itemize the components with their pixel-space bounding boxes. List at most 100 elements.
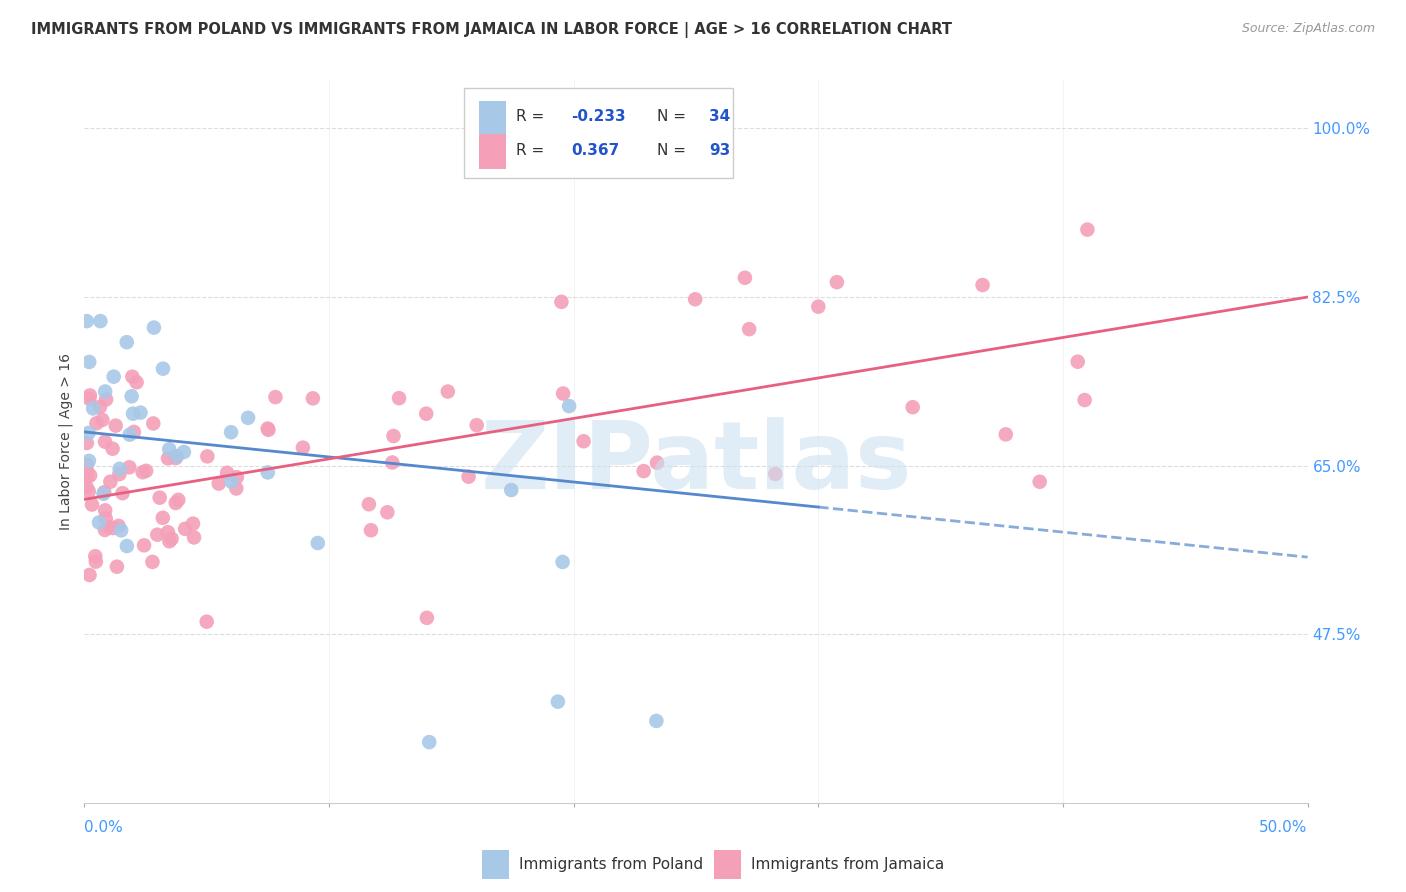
Point bbox=[108, 467, 131, 481]
Point bbox=[734, 270, 756, 285]
Point bbox=[121, 369, 143, 384]
Point bbox=[825, 275, 848, 289]
Point bbox=[80, 498, 103, 512]
Point bbox=[221, 475, 243, 489]
Text: 34: 34 bbox=[710, 109, 731, 124]
Point bbox=[633, 464, 655, 478]
Point bbox=[94, 392, 117, 407]
Point bbox=[165, 450, 187, 465]
Point bbox=[1067, 355, 1090, 369]
Point bbox=[100, 475, 122, 489]
Point bbox=[807, 300, 830, 314]
Point bbox=[93, 487, 115, 501]
Point bbox=[501, 483, 523, 497]
Point bbox=[76, 458, 98, 472]
Point bbox=[307, 536, 329, 550]
Point bbox=[135, 464, 157, 478]
Point bbox=[89, 400, 111, 414]
Point bbox=[79, 468, 101, 483]
Point bbox=[547, 695, 569, 709]
Text: 0.367: 0.367 bbox=[571, 143, 620, 158]
Point bbox=[121, 389, 143, 403]
Point bbox=[195, 615, 218, 629]
Point bbox=[972, 278, 994, 293]
Point bbox=[94, 523, 117, 537]
Point bbox=[165, 496, 187, 510]
Text: 93: 93 bbox=[710, 143, 731, 158]
Text: Immigrants from Jamaica: Immigrants from Jamaica bbox=[751, 856, 945, 871]
Point bbox=[388, 391, 411, 405]
Point bbox=[77, 425, 100, 440]
Point bbox=[132, 538, 155, 552]
FancyBboxPatch shape bbox=[714, 850, 741, 879]
Point bbox=[111, 486, 134, 500]
Point bbox=[219, 425, 242, 440]
Point bbox=[418, 735, 440, 749]
Point bbox=[1073, 392, 1095, 407]
Point bbox=[1076, 222, 1098, 236]
Point bbox=[457, 469, 479, 483]
Point bbox=[738, 322, 761, 336]
Point bbox=[558, 399, 581, 413]
Point bbox=[157, 442, 180, 457]
Point bbox=[381, 456, 404, 470]
Point bbox=[141, 555, 163, 569]
Point bbox=[94, 511, 117, 525]
Point bbox=[763, 467, 786, 481]
Point bbox=[302, 392, 325, 406]
Point bbox=[79, 388, 101, 402]
Point bbox=[181, 516, 204, 531]
Point bbox=[77, 355, 100, 369]
Point bbox=[156, 451, 179, 466]
Point bbox=[94, 384, 117, 399]
Point bbox=[91, 413, 114, 427]
Point bbox=[415, 407, 437, 421]
Point bbox=[79, 392, 101, 406]
Point bbox=[994, 427, 1017, 442]
Point bbox=[110, 524, 132, 538]
Point bbox=[382, 429, 405, 443]
Point bbox=[236, 410, 259, 425]
Point bbox=[76, 480, 98, 494]
Point bbox=[264, 390, 287, 404]
Point bbox=[291, 441, 314, 455]
Y-axis label: In Labor Force | Age > 16: In Labor Force | Age > 16 bbox=[59, 353, 73, 530]
FancyBboxPatch shape bbox=[464, 87, 733, 178]
Point bbox=[142, 417, 165, 431]
Point bbox=[157, 534, 180, 549]
Point bbox=[101, 521, 124, 535]
Point bbox=[108, 462, 131, 476]
Point bbox=[901, 400, 924, 414]
FancyBboxPatch shape bbox=[479, 135, 506, 169]
Text: Immigrants from Poland: Immigrants from Poland bbox=[519, 856, 703, 871]
Point bbox=[208, 476, 231, 491]
Point bbox=[166, 450, 188, 464]
Point bbox=[94, 434, 117, 449]
Point bbox=[152, 361, 174, 376]
Text: R =: R = bbox=[516, 109, 550, 124]
Point bbox=[645, 714, 668, 728]
Point bbox=[76, 436, 98, 450]
Point bbox=[683, 293, 706, 307]
Point bbox=[357, 497, 380, 511]
Point bbox=[122, 407, 145, 421]
Point bbox=[115, 539, 138, 553]
Point bbox=[93, 485, 115, 500]
Point bbox=[167, 492, 190, 507]
Point bbox=[256, 466, 278, 480]
Text: IMMIGRANTS FROM POLAND VS IMMIGRANTS FROM JAMAICA IN LABOR FORCE | AGE > 16 CORR: IMMIGRANTS FROM POLAND VS IMMIGRANTS FRO… bbox=[31, 22, 952, 38]
FancyBboxPatch shape bbox=[479, 101, 506, 136]
Text: N =: N = bbox=[657, 143, 690, 158]
Point bbox=[94, 503, 117, 517]
Point bbox=[149, 491, 172, 505]
Point bbox=[142, 320, 165, 334]
Point bbox=[225, 470, 247, 484]
Point bbox=[76, 470, 98, 484]
Point bbox=[104, 418, 127, 433]
Point bbox=[105, 559, 128, 574]
Point bbox=[152, 511, 174, 525]
Point bbox=[101, 442, 124, 456]
Point bbox=[173, 445, 195, 459]
Point bbox=[156, 525, 179, 540]
Point bbox=[87, 516, 110, 530]
